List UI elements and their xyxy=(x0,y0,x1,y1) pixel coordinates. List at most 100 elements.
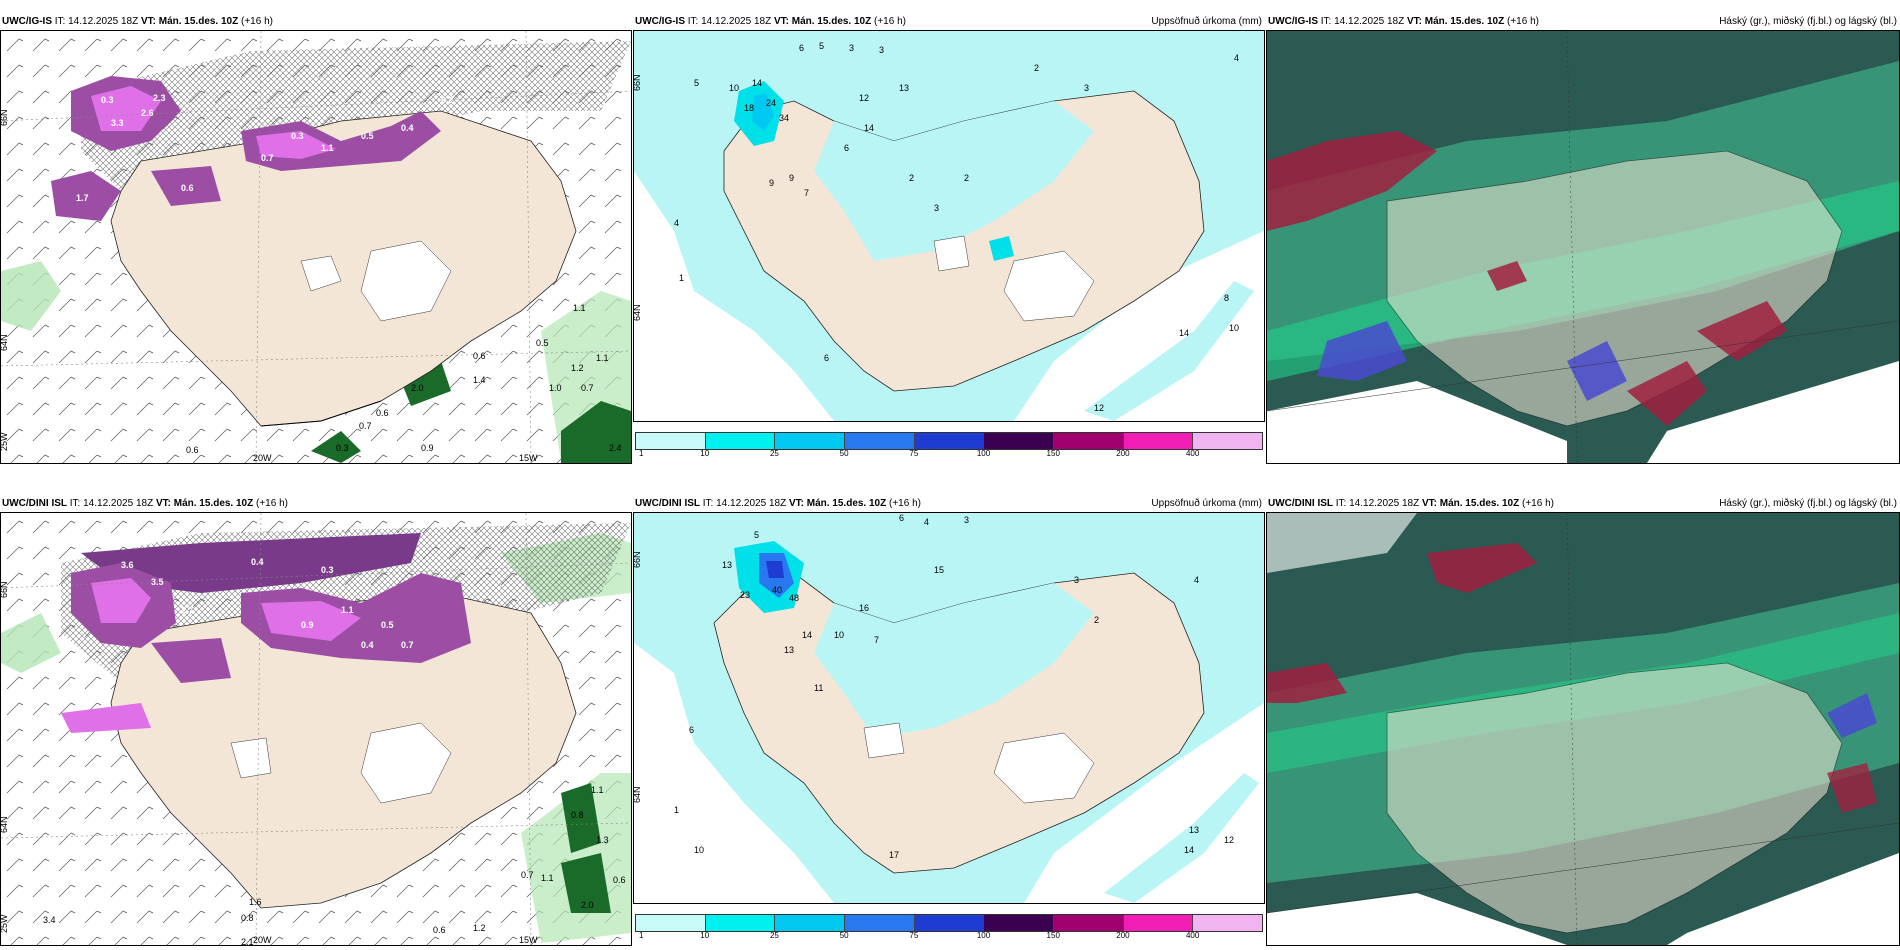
red-cloud xyxy=(1627,361,1707,426)
bottom-precip-panel: UWC/DINI ISL IT: 14.12.2025 18Z VT: Mán.… xyxy=(633,496,1265,946)
map-value: 1.1 xyxy=(596,353,609,363)
green-precip-area xyxy=(1,613,61,673)
map-value: 1.2 xyxy=(571,363,584,373)
magenta-snow-north xyxy=(256,131,336,159)
map-value: 0.6 xyxy=(181,183,194,193)
map-value: 0.9 xyxy=(421,443,434,453)
model-name: UWC/IG-IS xyxy=(635,16,685,27)
border-line xyxy=(1267,320,1899,412)
glacier xyxy=(993,732,1095,804)
colorbar-swatch xyxy=(914,915,985,931)
map-value: 0.3 xyxy=(291,131,304,141)
axis-lat-label: 66N xyxy=(1,581,9,598)
purple-snow-band xyxy=(81,533,421,593)
colorbar-swatch xyxy=(705,433,776,449)
init-time: IT: 14.12.2025 18Z xyxy=(69,498,154,509)
precip-map[interactable]: 6 5 4 3 13 23 40 48 14 13 10 15 16 11 7 … xyxy=(633,512,1265,904)
red-cloud xyxy=(1487,261,1527,291)
precip-map-svg: 5 6 5 3 3 10 14 18 24 34 12 13 14 6 2 9 … xyxy=(634,31,1264,421)
clear-sky xyxy=(1267,513,1417,573)
red-cloud xyxy=(1427,543,1537,593)
map-value: 24 xyxy=(766,98,776,108)
map-value: 9 xyxy=(789,173,794,183)
map-value: 1.1 xyxy=(341,605,354,615)
wind-map-svg: 3.6 3.5 2.7 0.4 0.3 1.1 0.9 0.5 0.7 0.4 … xyxy=(1,513,631,945)
map-value: 2.0 xyxy=(411,383,424,393)
clear-sky xyxy=(1667,853,1899,945)
magenta-snow-westfjords xyxy=(91,86,161,131)
lat-line xyxy=(1,90,631,122)
precip-map-svg: 6 5 4 3 13 23 40 48 14 13 10 15 16 11 7 … xyxy=(634,513,1264,903)
lat-line xyxy=(1,562,631,589)
map-value: 2.4 xyxy=(609,443,622,453)
clear-sky xyxy=(1267,893,1567,945)
model-name: UWC/DINI ISL xyxy=(2,498,67,509)
map-value: 1.1 xyxy=(591,785,604,795)
map-value: 2.6 xyxy=(141,108,154,118)
green-dark-precip xyxy=(561,401,631,463)
iceland-land xyxy=(1386,662,1843,934)
map-value: 0.5 xyxy=(381,620,394,630)
colorbar-swatch xyxy=(636,433,706,449)
lon-line xyxy=(525,513,532,945)
map-value: 6 xyxy=(799,43,804,53)
map-value: 6 xyxy=(689,725,694,735)
colorbar-swatch xyxy=(914,433,985,449)
top-wind-panel: UWC/IG-IS IT: 14.12.2025 18Z VT: Mán. 15… xyxy=(0,14,632,464)
map-value: 34 xyxy=(779,113,789,123)
map-value: 8 xyxy=(1224,293,1229,303)
init-time: IT: 14.12.2025 18Z xyxy=(1335,498,1420,509)
glacier xyxy=(360,240,452,322)
colorbar-tick: 100 xyxy=(976,449,991,458)
colorbar-tick: 400 xyxy=(1185,449,1200,458)
lon-line xyxy=(1566,31,1578,463)
cloud-map[interactable] xyxy=(1266,512,1900,946)
glacier xyxy=(933,235,970,272)
map-value: 3 xyxy=(964,515,969,525)
cyan-precip xyxy=(989,236,1014,261)
map-value: 10 xyxy=(834,630,844,640)
cloud-map-svg xyxy=(1267,513,1899,945)
green-dark-precip xyxy=(561,783,601,853)
model-name: UWC/DINI ISL xyxy=(635,498,700,509)
glacier xyxy=(360,722,452,804)
map-value: 0.7 xyxy=(401,640,414,650)
map-value: 2 xyxy=(909,173,914,183)
map-value: 2.7 xyxy=(181,605,194,615)
wind-values: 3.6 3.5 2.7 0.4 0.3 1.1 0.9 0.5 0.7 0.4 … xyxy=(43,557,626,945)
lat-line xyxy=(1,822,631,839)
lead-time: (+16 h) xyxy=(1507,16,1539,27)
map-value: 1.1 xyxy=(321,143,334,153)
colorbar-tick: 100 xyxy=(976,931,991,940)
colorbar-tick: 200 xyxy=(1116,931,1130,940)
precip-map[interactable]: 5 6 5 3 3 10 14 18 24 34 12 13 14 6 2 9 … xyxy=(633,30,1265,422)
axis-lon-label: 15W xyxy=(519,453,538,463)
map-value: 1.7 xyxy=(76,193,89,203)
axis-lat-label: 64N xyxy=(1,816,9,833)
colorbar-tick: 150 xyxy=(1046,449,1060,458)
valid-time: VT: Mán. 15.des. 10Z xyxy=(788,498,887,509)
dark-blue-precip xyxy=(766,561,784,578)
map-value: 1.3 xyxy=(596,835,609,845)
valid-time: VT: Mán. 15.des. 10Z xyxy=(1406,16,1505,27)
blue-precip xyxy=(752,93,774,131)
glacier xyxy=(1003,250,1095,322)
cloud-map[interactable] xyxy=(1266,30,1900,464)
green-dark-precip xyxy=(561,853,611,913)
red-cloud xyxy=(1267,131,1437,231)
wind-map[interactable]: 3.6 3.5 2.7 0.4 0.3 1.1 0.9 0.5 0.7 0.4 … xyxy=(0,512,632,946)
wind-map[interactable]: 0.3 2.6 3.3 2.3 1.7 0.6 0.3 1.1 0.5 0.4 … xyxy=(0,30,632,464)
field-title: Háský (gr.), miðský (fj.bl.) og lágský (… xyxy=(1719,16,1897,27)
panel-header: UWC/DINI ISL IT: 14.12.2025 18Z VT: Mán.… xyxy=(1266,496,1900,512)
blue-cloud xyxy=(1827,693,1877,738)
map-value: 18 xyxy=(744,103,754,113)
map-value: 0.4 xyxy=(361,640,374,650)
colorbar-swatch xyxy=(1193,433,1263,449)
axis-lat-label: 64N xyxy=(634,786,642,803)
clear-sky xyxy=(1267,381,1567,463)
colorbar-swatch xyxy=(636,915,706,931)
map-value: 6 xyxy=(899,513,904,523)
axis-lon-label: 20W xyxy=(253,453,272,463)
map-value: 0.6 xyxy=(376,408,389,418)
map-value: 3 xyxy=(849,43,854,53)
